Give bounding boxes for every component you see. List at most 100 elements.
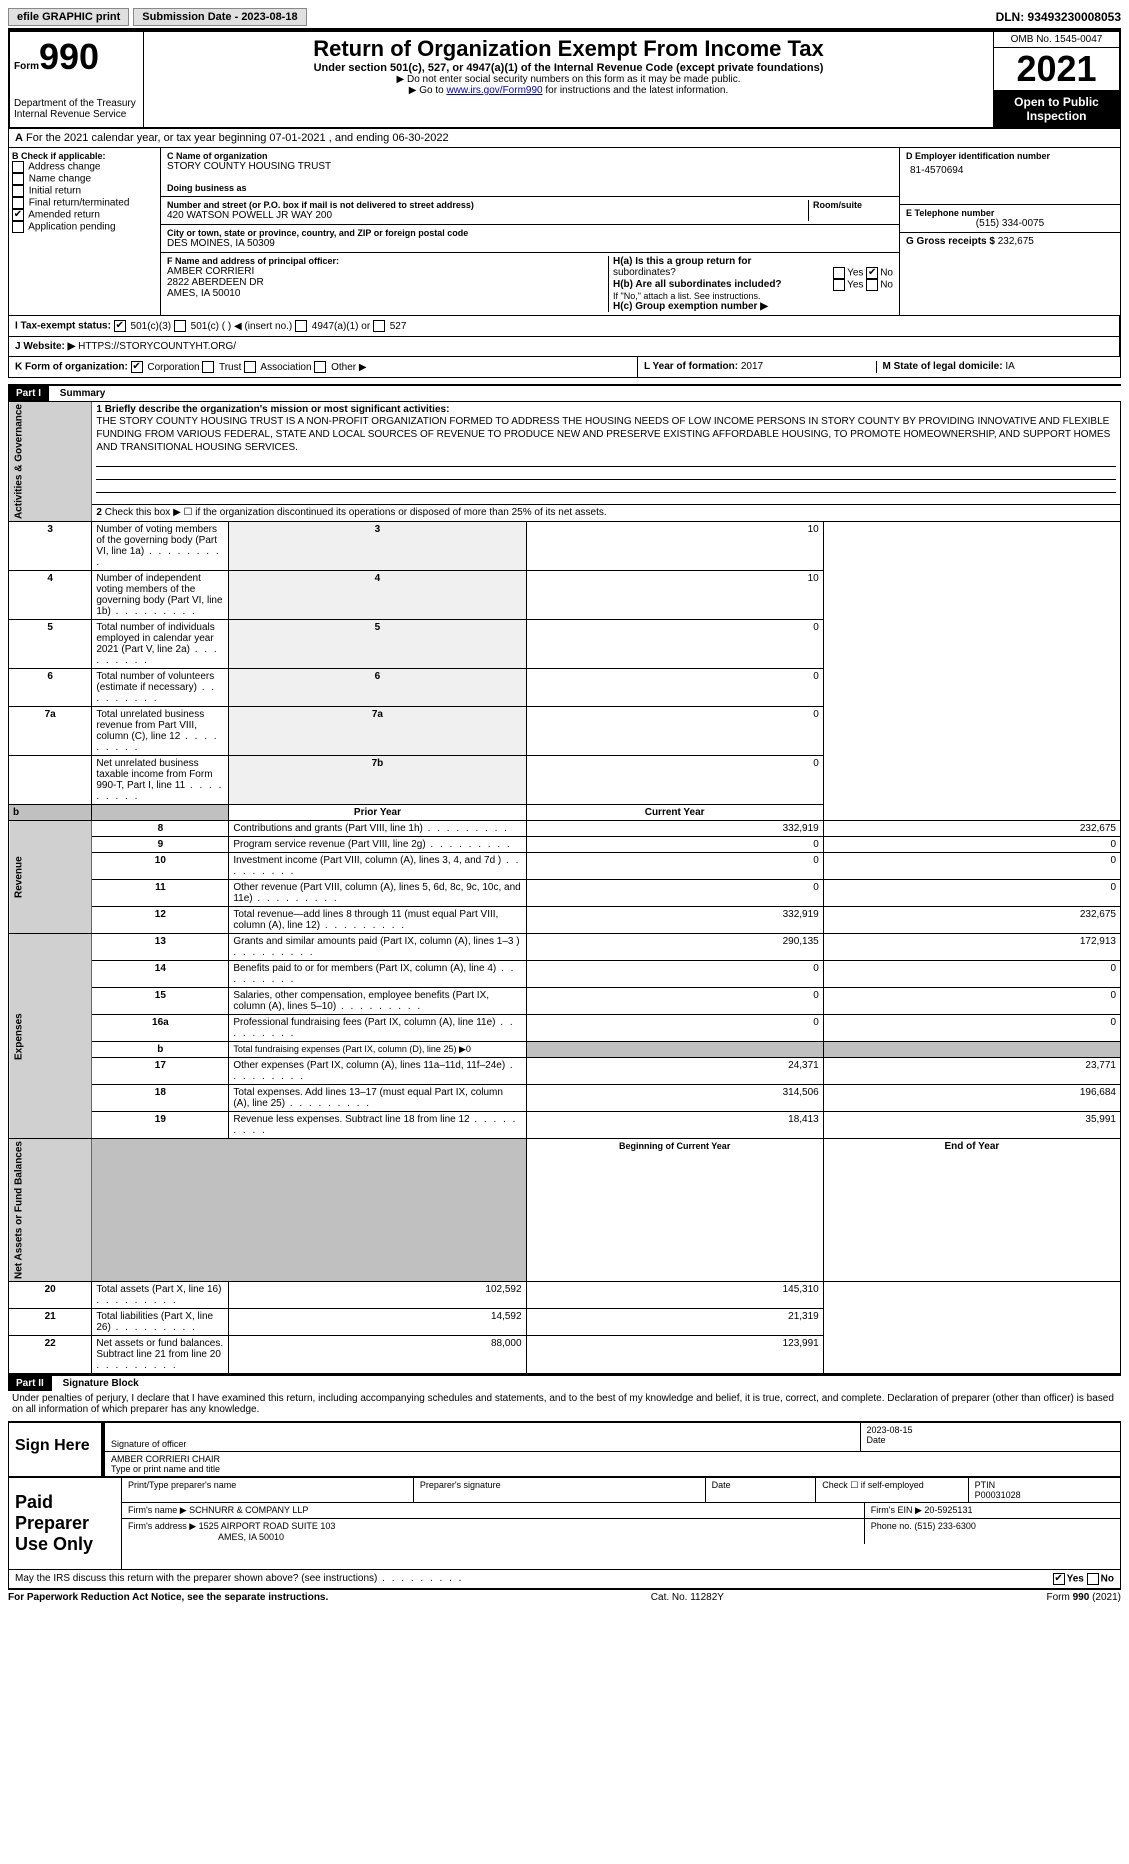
line-num: 19 [92,1112,229,1139]
hb-yes-checkbox[interactable] [833,279,845,291]
notice-link: ▶ Go to www.irs.gov/Form990 for instruct… [148,85,989,96]
may-irs-no-checkbox[interactable] [1087,1573,1099,1585]
box-b-item: Initial return [12,185,157,197]
i-opt-checkbox-1[interactable] [174,320,186,332]
i-opt-checkbox-3[interactable] [373,320,385,332]
k-opt-checkbox-2[interactable] [244,361,256,373]
may-yes: Yes [1067,1574,1084,1585]
title-cell: Return of Organization Exempt From Incom… [144,32,993,127]
end-value: 145,310 [526,1282,823,1309]
box-c-name: C Name of organization STORY COUNTY HOUS… [161,148,899,197]
current-value: 0 [823,853,1120,880]
firm-phone: (515) 233-6300 [914,1521,976,1531]
row-i: I Tax-exempt status: 501(c)(3) 501(c) ( … [8,316,1121,337]
line-text: Grants and similar amounts paid (Part IX… [229,934,526,961]
line-num: 18 [92,1085,229,1112]
row-a-text: For the 2021 calendar year, or tax year … [26,132,449,144]
k-opt-checkbox-3[interactable] [314,361,326,373]
line1-cell: 1 Briefly describe the organization's mi… [92,402,1121,505]
prior-value: 0 [526,988,823,1015]
j-label: J Website: ▶ [15,341,75,352]
no-label2: No [880,280,893,291]
officer-name: AMBER CORRIERI [167,266,604,277]
efile-print-button[interactable]: efile GRAPHIC print [8,8,129,26]
prior-value: 0 [526,853,823,880]
line-text: Total number of individuals employed in … [92,620,229,669]
firm-addr1: 1525 AIRPORT ROAD SUITE 103 [199,1521,336,1531]
ha-yes-checkbox[interactable] [833,267,845,279]
end-value: 123,991 [526,1336,823,1374]
line-key: 7a [229,707,526,756]
ein-value: 81-4570694 [906,161,1114,180]
may-no: No [1101,1574,1114,1585]
prior-value: 332,919 [526,821,823,837]
ptin-label: PTIN [975,1480,996,1490]
sign-here-label: Sign Here [9,1423,102,1476]
may-irs-row: May the IRS discuss this return with the… [8,1570,1121,1589]
line-text: Total revenue—add lines 8 through 11 (mu… [229,907,526,934]
box-b-checkbox-5[interactable] [12,221,24,233]
box-e: E Telephone number (515) 334-0075 [900,205,1120,233]
hb-no-checkbox[interactable] [866,279,878,291]
box-b-checkbox-3[interactable] [12,197,24,209]
line-num: 10 [92,853,229,880]
form-prefix: Form [14,61,39,72]
k-label: K Form of organization: [15,362,128,373]
notice-ssn: ▶ Do not enter social security numbers o… [148,74,989,85]
i-opt-checkbox-0[interactable] [114,320,126,332]
footer-center: Cat. No. 11282Y [651,1592,724,1603]
ha-no-checkbox[interactable] [866,267,878,279]
submission-date-button[interactable]: Submission Date - 2023-08-18 [133,8,306,26]
i-opt-checkbox-2[interactable] [295,320,307,332]
line-value: 0 [526,669,823,707]
inspection-badge: Open to Public Inspection [994,91,1119,127]
box-b-checkbox-4[interactable] [12,209,24,221]
sign-here-section: Sign Here Signature of officer 2023-08-1… [8,1421,1121,1477]
room-label: Room/suite [813,200,893,210]
officer-addr2: AMES, IA 50010 [167,288,604,299]
box-b-checkbox-0[interactable] [12,161,24,173]
tax-year: 2021 [994,48,1119,91]
addr-label: Number and street (or P.O. box if mail i… [167,200,804,210]
phone-value: (515) 334-0075 [906,218,1114,229]
may-irs-yes-checkbox[interactable] [1053,1573,1065,1585]
line-num: b [92,1042,229,1058]
org-addr: 420 WATSON POWELL JR WAY 200 [167,210,804,221]
vert-balances: Net Assets or Fund Balances [9,1139,92,1282]
line-num: 21 [9,1309,92,1336]
line-num: 14 [92,961,229,988]
prior-value: 18,413 [526,1112,823,1139]
prior-value: 0 [526,961,823,988]
d-label: D Employer identification number [906,151,1114,161]
prep-sig-label: Preparer's signature [414,1478,706,1502]
irs-link[interactable]: www.irs.gov/Form990 [446,85,542,96]
k-opt-checkbox-1[interactable] [202,361,214,373]
line-text: Total expenses. Add lines 13–17 (must eq… [229,1085,526,1112]
section-bcd: B Check if applicable: Address change Na… [8,148,1121,316]
row-j: J Website: ▶ HTTPS://STORYCOUNTYHT.ORG/ [8,337,1121,357]
line-value: 0 [526,620,823,669]
no-label: No [880,268,893,279]
yes-label: Yes [847,268,863,279]
box-b-checkbox-2[interactable] [12,185,24,197]
current-year-header: Current Year [526,805,823,821]
box-g: G Gross receipts $ 232,675 [900,233,1120,250]
main-title: Return of Organization Exempt From Incom… [148,36,989,62]
part1-title: Summary [52,388,106,399]
line-num: 6 [9,669,92,707]
g-label: G Gross receipts $ [906,236,995,247]
subtitle: Under section 501(c), 527, or 4947(a)(1)… [148,62,989,74]
ha2-label: subordinates? [613,267,676,279]
hb-label: H(b) Are all subordinates included? [613,279,782,290]
line-num: 12 [92,907,229,934]
box-b-checkbox-1[interactable] [12,173,24,185]
k-opt-checkbox-0[interactable] [131,361,143,373]
row-a: A For the 2021 calendar year, or tax yea… [8,129,1121,148]
yes-label2: Yes [847,280,863,291]
line-num: 22 [9,1336,92,1374]
line-num: 20 [9,1282,92,1309]
prior-value: 332,919 [526,907,823,934]
line2-text: Check this box ▶ ☐ if the organization d… [105,507,607,518]
notice-pre: ▶ Go to [409,85,447,96]
date-label: Date [867,1435,1115,1445]
